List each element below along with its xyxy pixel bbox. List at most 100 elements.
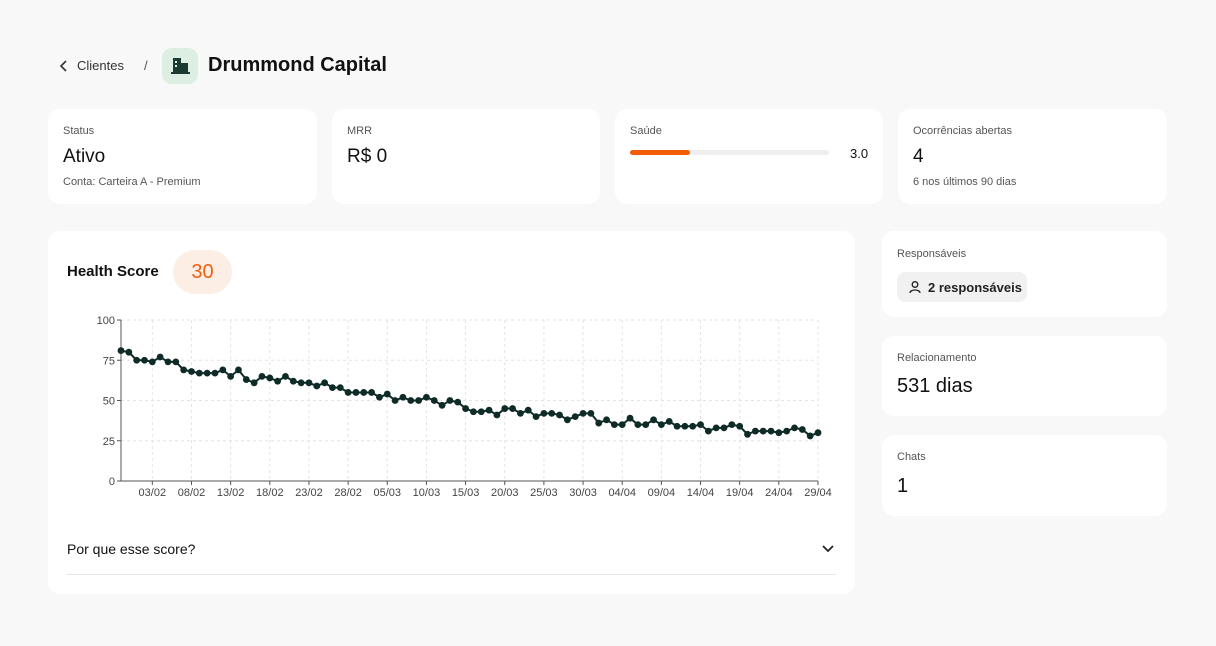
point [462, 405, 469, 412]
point [697, 421, 704, 429]
point [352, 389, 360, 396]
point [798, 426, 806, 433]
point [415, 397, 422, 404]
point [579, 409, 587, 417]
chart-title: Health Score [67, 263, 159, 280]
stat-value: R$ 0 [347, 146, 388, 167]
divider [66, 574, 836, 575]
point [587, 409, 595, 417]
point [517, 409, 524, 417]
point [250, 379, 258, 387]
point [156, 353, 164, 361]
stat-label: Saúde [630, 125, 662, 137]
point [704, 427, 712, 435]
point [391, 397, 399, 404]
point [540, 409, 548, 417]
expand-icon[interactable] [821, 543, 835, 555]
point [180, 366, 188, 374]
point [195, 369, 203, 377]
point [235, 366, 242, 374]
x-tick-label: 28/02 [334, 487, 362, 499]
point [289, 377, 297, 385]
point [634, 421, 642, 429]
stat-note: 6 nos últimos 90 dias [913, 176, 1017, 188]
point [610, 421, 618, 429]
point [806, 432, 814, 440]
side-card: Chats 1 [882, 435, 1167, 516]
point [305, 379, 313, 387]
stat-label: Ocorrências abertas [913, 125, 1013, 137]
point [258, 372, 266, 380]
stat-card: Saúde 3.0 [615, 109, 883, 204]
breadcrumb-separator: / [144, 58, 148, 73]
x-tick-label: 23/02 [295, 487, 323, 499]
point [509, 405, 516, 412]
side-label: Relacionamento [897, 352, 977, 364]
x-tick-label: 04/04 [608, 487, 636, 499]
point [720, 424, 728, 432]
point [399, 393, 407, 401]
stat-label: Status [63, 125, 95, 137]
x-tick-label: 30/03 [569, 487, 597, 499]
x-tick-label: 10/03 [413, 487, 441, 499]
point [759, 427, 767, 435]
side-card: Responsáveis 2 responsáveis [882, 231, 1167, 317]
y-tick-label: 75 [103, 355, 115, 367]
back-icon[interactable] [58, 59, 70, 73]
score-question[interactable]: Por que esse score? [67, 541, 196, 557]
page-title: Drummond Capital [208, 54, 387, 76]
point [548, 409, 556, 417]
y-tick-label: 25 [103, 436, 115, 448]
point [532, 413, 540, 420]
point [407, 397, 415, 404]
stat-value: Ativo [63, 146, 106, 167]
point [524, 406, 532, 414]
point [227, 372, 235, 380]
point [603, 416, 610, 424]
point [344, 389, 352, 396]
health-bar [630, 150, 690, 155]
x-tick-label: 09/04 [648, 487, 676, 499]
x-tick-label: 15/03 [452, 487, 480, 499]
health-card: Health Score 30 Por que esse score? [48, 231, 855, 594]
owners-button[interactable]: 2 responsáveis [897, 272, 1027, 302]
stat-card: Status Ativo Conta: Carteira A - Premium [48, 109, 317, 204]
stat-card: MRR R$ 0 [332, 109, 600, 204]
point [368, 389, 376, 396]
point [423, 393, 430, 401]
point [430, 397, 438, 404]
x-tick-label: 05/03 [374, 487, 402, 499]
point [383, 390, 391, 398]
stat-label: MRR [347, 125, 373, 137]
stat-value: 4 [913, 146, 924, 167]
point [125, 348, 133, 356]
point [775, 429, 783, 437]
point [141, 356, 148, 364]
point [689, 422, 697, 430]
point [297, 379, 305, 387]
point [493, 411, 501, 419]
point [595, 419, 603, 427]
point [712, 424, 720, 432]
point [814, 429, 822, 437]
point [266, 374, 274, 382]
point [477, 408, 485, 416]
side-label: Chats [897, 451, 926, 463]
breadcrumb-back[interactable]: Clientes [77, 58, 124, 73]
side-card: Relacionamento 531 dias [882, 336, 1167, 416]
point [438, 401, 446, 409]
point [446, 397, 454, 404]
side-value: 531 dias [897, 375, 973, 397]
point [673, 422, 681, 430]
point [485, 406, 493, 414]
point [203, 369, 211, 377]
x-tick-label: 18/02 [256, 487, 284, 499]
side-label: Responsáveis [897, 248, 967, 260]
point [650, 416, 657, 424]
point [681, 422, 689, 430]
point [211, 369, 219, 377]
point [336, 384, 344, 392]
point [148, 358, 156, 366]
point [626, 414, 634, 422]
point [219, 366, 227, 374]
